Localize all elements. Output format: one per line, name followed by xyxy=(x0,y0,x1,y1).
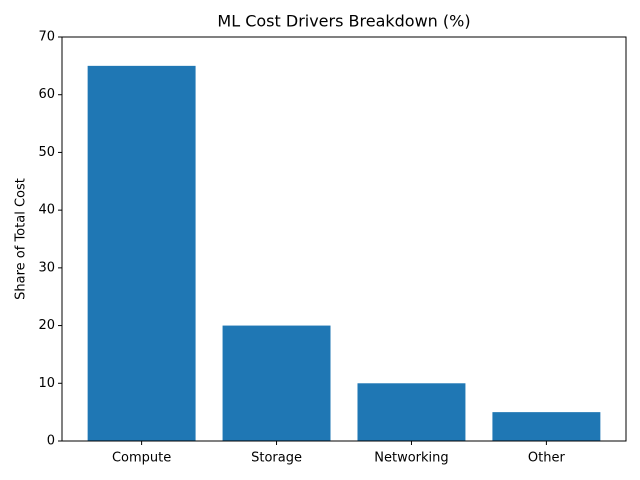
bar xyxy=(222,325,331,441)
bar xyxy=(87,65,196,441)
y-tick-label: 20 xyxy=(38,318,55,333)
y-tick-label: 60 xyxy=(38,87,55,102)
y-tick-label: 50 xyxy=(38,145,55,160)
chart-title: ML Cost Drivers Breakdown (%) xyxy=(217,12,470,31)
y-tick-label: 70 xyxy=(38,30,55,45)
x-tick-label: Compute xyxy=(112,451,171,466)
y-tick-label: 10 xyxy=(38,376,55,391)
x-tick-label: Storage xyxy=(251,451,302,466)
x-tick-label: Networking xyxy=(374,451,448,466)
y-tick-label: 30 xyxy=(38,260,55,275)
axes-frame xyxy=(61,36,627,442)
bar xyxy=(492,412,601,441)
y-tick-label: 0 xyxy=(47,434,55,449)
bar xyxy=(357,383,466,441)
y-axis-label: Share of Total Cost xyxy=(14,178,29,300)
x-tick-label: Other xyxy=(528,451,566,466)
y-tick-label: 40 xyxy=(38,203,55,218)
